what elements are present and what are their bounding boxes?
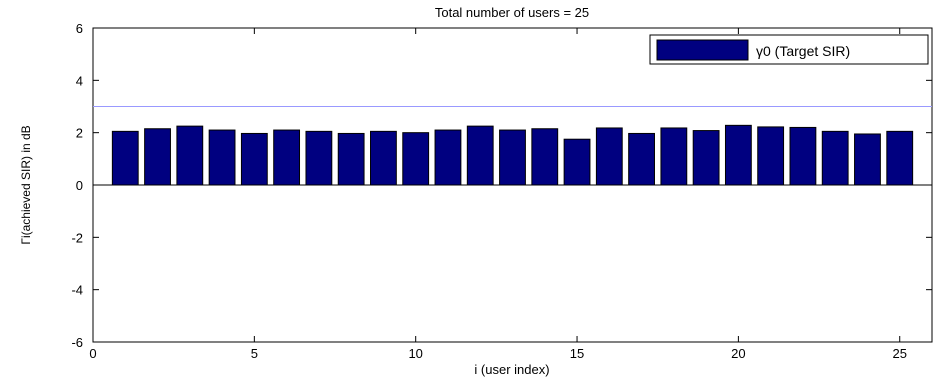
bar xyxy=(337,132,365,186)
x-axis-label: i (user index) xyxy=(474,362,549,377)
bar xyxy=(692,130,720,186)
y-tick-label: -6 xyxy=(71,335,83,350)
bar xyxy=(531,128,559,186)
bar xyxy=(724,124,752,186)
bar xyxy=(434,129,462,186)
bar xyxy=(563,138,591,186)
x-tick-label: 20 xyxy=(731,346,745,361)
bar xyxy=(854,133,881,186)
bar xyxy=(402,132,430,186)
bar xyxy=(208,129,236,186)
legend-swatch xyxy=(656,39,749,61)
bar xyxy=(886,130,914,186)
bar xyxy=(466,125,494,186)
y-tick-label: 2 xyxy=(76,126,83,141)
bars-group xyxy=(111,124,914,186)
bar xyxy=(660,127,688,186)
y-tick-label: -4 xyxy=(71,283,83,298)
bar xyxy=(176,125,204,186)
legend: γ0 (Target SIR) xyxy=(649,34,929,65)
y-tick-label: 6 xyxy=(76,21,83,36)
y-axis-label: Γi(achieved SIR) in dB xyxy=(19,125,33,244)
bar xyxy=(370,130,397,186)
y-axis-ticks: -6 -4 -2 0 2 4 6 xyxy=(71,21,932,350)
legend-label: γ0 (Target SIR) xyxy=(756,43,850,59)
bar xyxy=(273,129,301,186)
bar xyxy=(789,126,817,186)
x-axis-ticks: 0 5 10 15 20 25 xyxy=(89,28,907,361)
y-tick-label: -2 xyxy=(71,230,83,245)
bar xyxy=(111,130,139,186)
y-tick-label: 4 xyxy=(76,73,83,88)
bar xyxy=(240,132,268,186)
x-tick-label: 0 xyxy=(89,346,96,361)
y-tick-label: 0 xyxy=(76,178,83,193)
chart-title: Total number of users = 25 xyxy=(435,5,589,20)
bar xyxy=(499,129,526,186)
x-tick-label: 15 xyxy=(570,346,584,361)
bar xyxy=(595,127,623,186)
bar xyxy=(757,126,785,186)
x-tick-label: 25 xyxy=(892,346,906,361)
bar xyxy=(821,130,849,186)
bar xyxy=(628,132,655,186)
x-tick-label: 5 xyxy=(251,346,258,361)
bar xyxy=(305,130,333,186)
x-tick-label: 10 xyxy=(408,346,422,361)
bar xyxy=(144,128,171,186)
